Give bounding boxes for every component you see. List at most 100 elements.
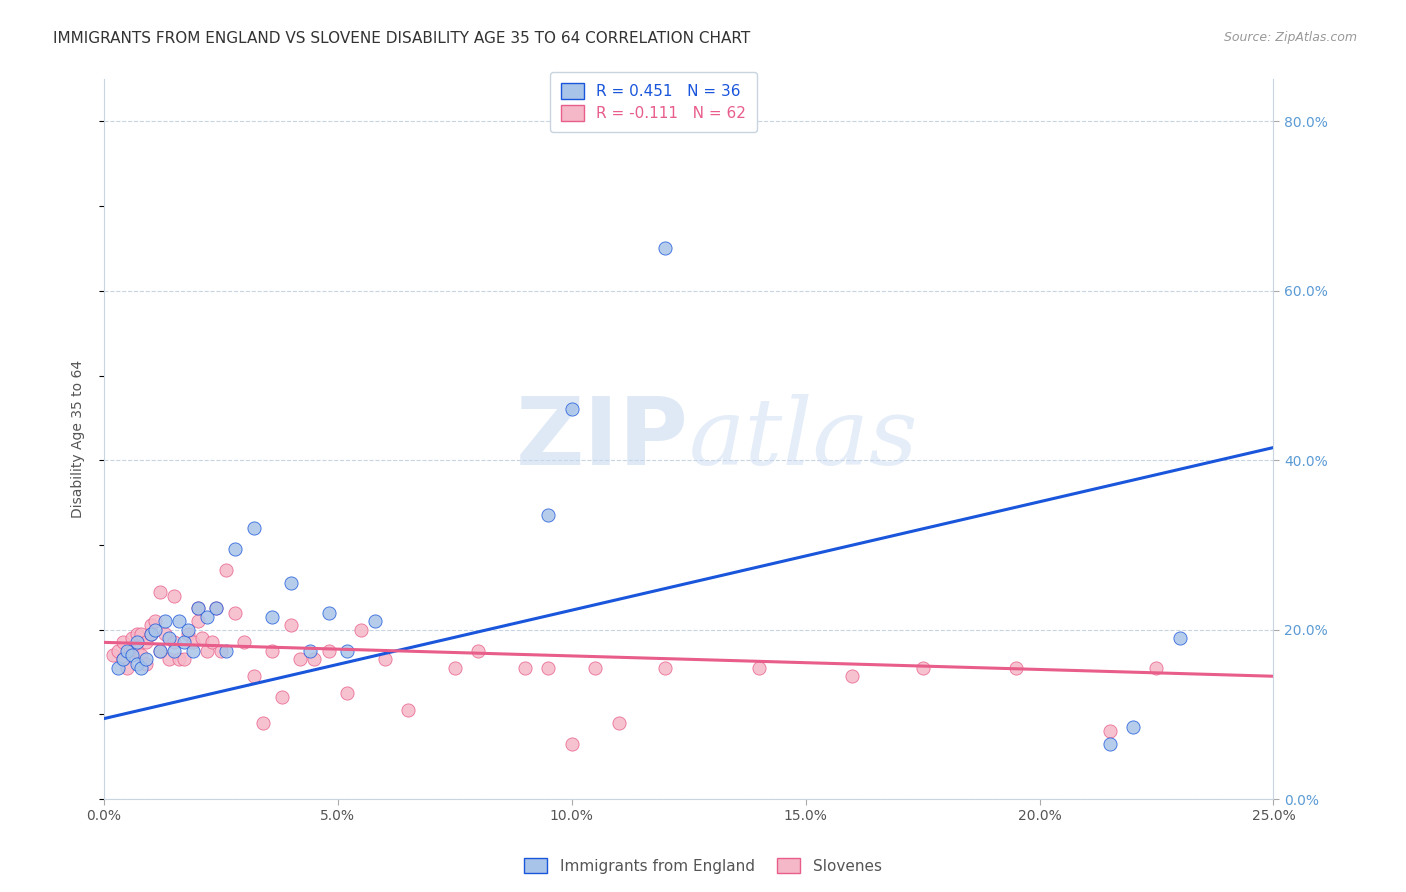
Point — [537, 661, 560, 675]
Point — [748, 661, 770, 675]
Y-axis label: Disability Age 35 to 64: Disability Age 35 to 64 — [72, 360, 86, 518]
Point — [374, 652, 396, 666]
Point — [318, 606, 340, 620]
Point — [181, 635, 204, 649]
Text: Source: ZipAtlas.com: Source: ZipAtlas.com — [1223, 31, 1357, 45]
Point — [262, 644, 284, 658]
Point — [131, 648, 153, 662]
Point — [209, 644, 232, 658]
Point — [262, 610, 284, 624]
Point — [191, 631, 214, 645]
Point — [187, 601, 209, 615]
Point — [117, 644, 139, 658]
Point — [252, 715, 274, 730]
Point — [336, 644, 359, 658]
Point — [1168, 631, 1191, 645]
Point — [1146, 661, 1168, 675]
Point — [350, 623, 373, 637]
Point — [336, 686, 359, 700]
Point — [177, 627, 200, 641]
Point — [135, 657, 157, 671]
Point — [841, 669, 863, 683]
Point — [149, 644, 172, 658]
Point — [205, 601, 228, 615]
Point — [1005, 661, 1028, 675]
Point — [139, 627, 162, 641]
Point — [177, 623, 200, 637]
Point — [561, 402, 583, 417]
Point — [195, 610, 218, 624]
Point — [187, 601, 209, 615]
Point — [131, 627, 153, 641]
Point — [153, 614, 176, 628]
Point — [167, 652, 190, 666]
Point — [1122, 720, 1144, 734]
Point — [135, 652, 157, 666]
Point — [125, 644, 148, 658]
Point — [107, 661, 129, 675]
Point — [163, 644, 186, 658]
Point — [125, 635, 148, 649]
Point — [396, 703, 419, 717]
Point — [167, 614, 190, 628]
Point — [139, 627, 162, 641]
Point — [125, 657, 148, 671]
Point — [1098, 724, 1121, 739]
Point — [214, 644, 236, 658]
Text: IMMIGRANTS FROM ENGLAND VS SLOVENE DISABILITY AGE 35 TO 64 CORRELATION CHART: IMMIGRANTS FROM ENGLAND VS SLOVENE DISAB… — [53, 31, 751, 46]
Point — [607, 715, 630, 730]
Point — [280, 618, 302, 632]
Point — [135, 635, 157, 649]
Point — [233, 635, 256, 649]
Point — [163, 635, 186, 649]
Point — [364, 614, 387, 628]
Point — [318, 644, 340, 658]
Point — [1098, 737, 1121, 751]
Point — [111, 652, 134, 666]
Point — [153, 627, 176, 641]
Point — [103, 648, 125, 662]
Legend: R = 0.451   N = 36, R = -0.111   N = 62: R = 0.451 N = 36, R = -0.111 N = 62 — [550, 72, 756, 132]
Point — [163, 589, 186, 603]
Point — [173, 652, 195, 666]
Point — [911, 661, 934, 675]
Point — [111, 635, 134, 649]
Point — [224, 542, 246, 557]
Point — [205, 601, 228, 615]
Point — [654, 242, 676, 256]
Point — [111, 652, 134, 666]
Point — [149, 644, 172, 658]
Point — [139, 618, 162, 632]
Point — [145, 623, 167, 637]
Point — [654, 661, 676, 675]
Point — [173, 635, 195, 649]
Point — [145, 614, 167, 628]
Point — [107, 644, 129, 658]
Point — [583, 661, 606, 675]
Point — [224, 606, 246, 620]
Point — [290, 652, 312, 666]
Point — [467, 644, 489, 658]
Point — [242, 521, 264, 535]
Point — [280, 576, 302, 591]
Point — [298, 644, 321, 658]
Point — [121, 648, 143, 662]
Point — [242, 669, 264, 683]
Point — [214, 563, 236, 577]
Point — [121, 631, 143, 645]
Text: ZIP: ZIP — [516, 393, 689, 485]
Point — [117, 661, 139, 675]
Point — [195, 644, 218, 658]
Point — [121, 644, 143, 658]
Point — [131, 661, 153, 675]
Point — [187, 614, 209, 628]
Point — [125, 627, 148, 641]
Point — [513, 661, 536, 675]
Legend: Immigrants from England, Slovenes: Immigrants from England, Slovenes — [519, 852, 887, 880]
Point — [270, 690, 292, 705]
Point — [304, 652, 326, 666]
Point — [561, 737, 583, 751]
Text: atlas: atlas — [689, 394, 918, 484]
Point — [149, 584, 172, 599]
Point — [181, 644, 204, 658]
